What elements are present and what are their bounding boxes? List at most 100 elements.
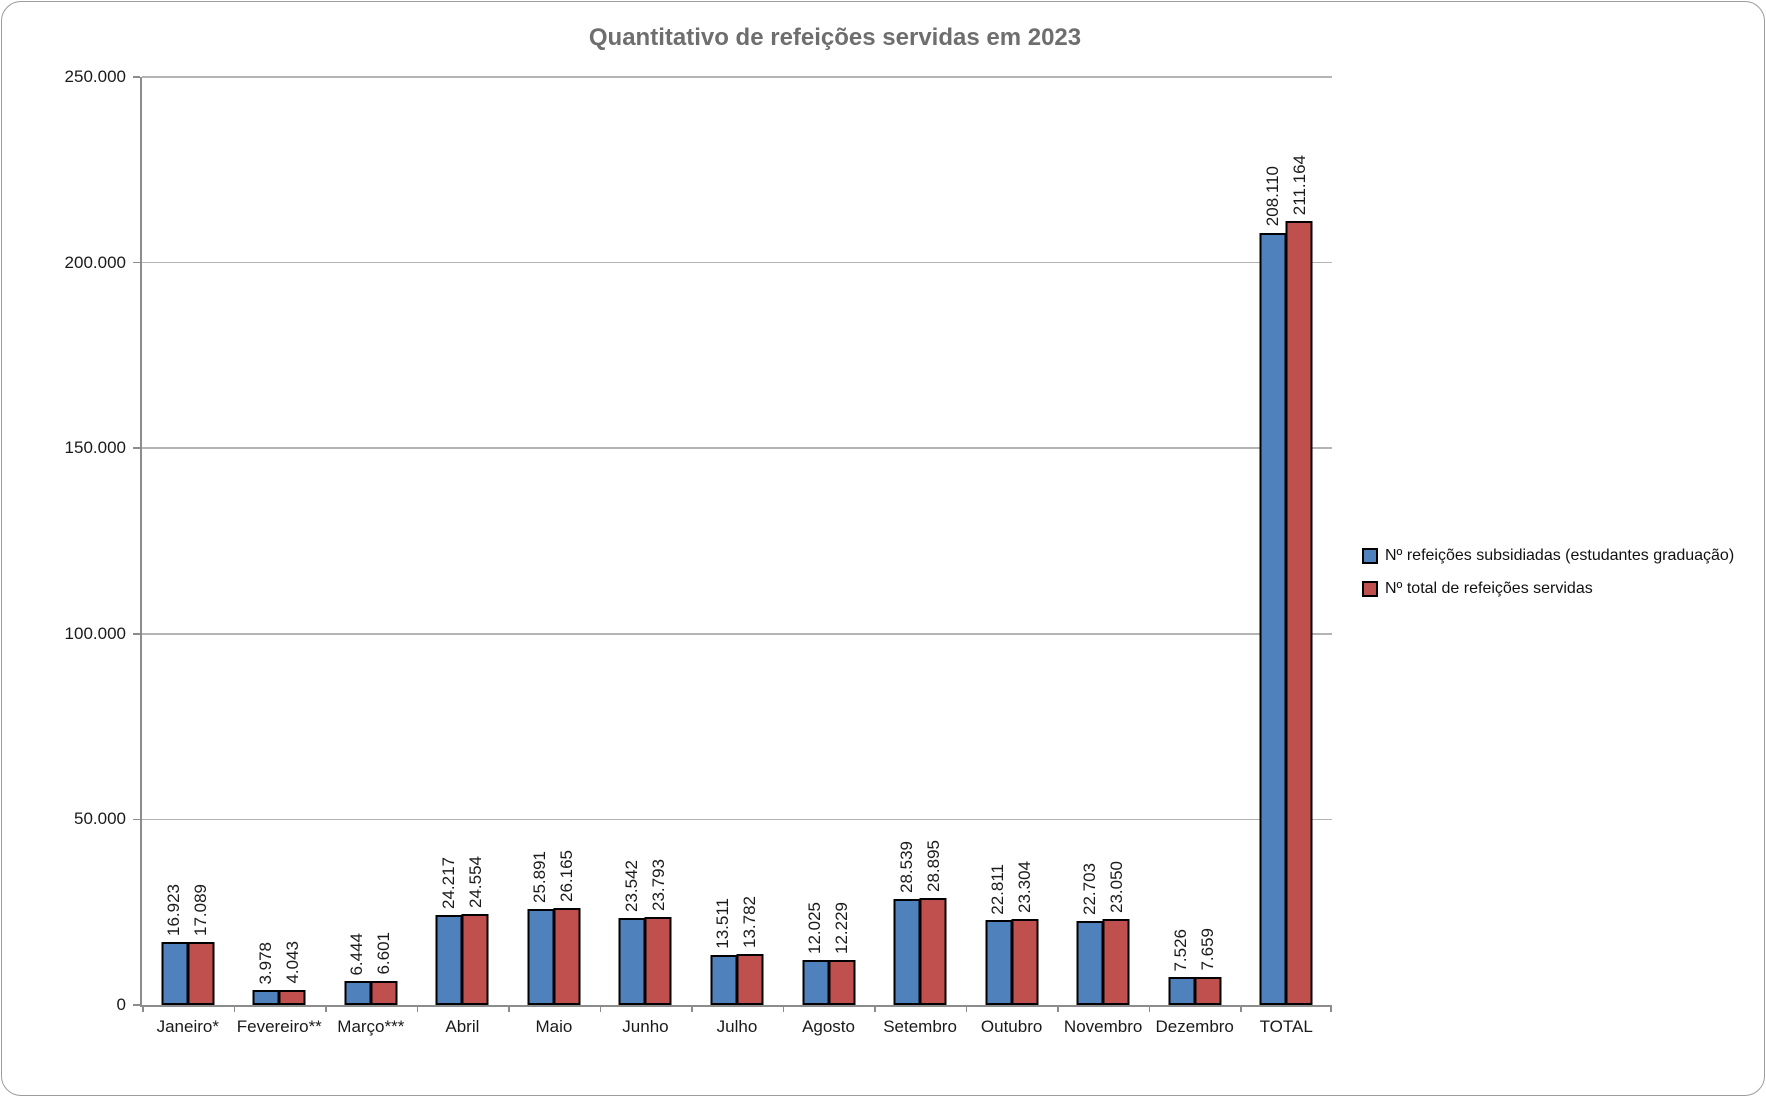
category-4: 24.217 24.554 Abril [416, 77, 509, 1036]
bar-value-label: 23.542 [621, 859, 641, 912]
bar-value-label: 7.659 [1198, 928, 1218, 971]
bar-value-label: 211.164 [1289, 154, 1309, 216]
bar-series1-total [1259, 232, 1287, 1005]
x-axis-tick [508, 1005, 510, 1012]
bar-series2-março [370, 980, 398, 1005]
x-axis-label: Agosto [802, 1017, 855, 1036]
x-axis-tick [782, 1005, 785, 1012]
bar-pair [985, 918, 1039, 1005]
category-13: 208.110 211.164 TOTAL [1240, 77, 1332, 1036]
bar-value-label: 28.539 [896, 841, 916, 894]
category-12: 7.526 7.659 Dezembro [1148, 77, 1241, 1036]
bar-series2-abril [461, 913, 489, 1005]
legend-item-total: Nº total de refeições servidas [1362, 580, 1734, 598]
bar-value-label: 3.978 [255, 941, 275, 985]
bar-series1-abril [435, 915, 463, 1005]
x-axis-label: Maio [535, 1017, 573, 1036]
x-axis-tick [1057, 1005, 1059, 1012]
x-axis-label: Março*** [337, 1017, 405, 1036]
bar-series2-setembro [919, 897, 947, 1005]
bar-pair [161, 941, 215, 1005]
bar-value-label: 17.089 [191, 883, 211, 936]
bar-series1-agosto [802, 960, 830, 1005]
x-axis-tick [142, 1005, 144, 1012]
bar-value-label: 13.511 [713, 898, 733, 949]
gridline [142, 76, 1332, 78]
x-axis-tick [1148, 1005, 1151, 1012]
x-axis-tick [965, 1005, 968, 1012]
legend-item-subsidiadas: Nº refeições subsidiadas (estudantes gra… [1362, 547, 1734, 565]
x-axis-label: Julho [716, 1017, 758, 1036]
y-axis-label: 250.000 [64, 67, 126, 86]
y-axis-tick [133, 818, 140, 821]
y-axis-label: 150.000 [64, 438, 126, 458]
x-axis-tick [599, 1005, 602, 1012]
bar-series2-agosto [828, 959, 856, 1005]
x-axis-tick [325, 1005, 327, 1012]
y-axis-label: 0 [116, 995, 126, 1014]
plot-area: 16.923 17.089 Janeiro* 3.978 4.043 Fevereiro*… [140, 76, 1332, 1036]
bar-series2-outubro [1011, 918, 1039, 1005]
y-axis-label: 100.000 [64, 623, 126, 643]
legend-swatch-blue-icon [1362, 548, 1378, 564]
x-axis-tick [233, 1005, 236, 1012]
bar-pair [1076, 919, 1130, 1005]
bar-value-label: 208.110 [1262, 166, 1282, 227]
category-6: 23.542 23.793 Junho [599, 77, 692, 1036]
x-axis-label: Novembro [1063, 1017, 1143, 1036]
bar-series1-janeiro [161, 942, 189, 1005]
category-8: 12.025 12.229 Agosto [782, 77, 875, 1036]
bar-series2-fevereiro [278, 990, 306, 1005]
bar-pair [802, 959, 856, 1005]
category-3: 6.444 6.601 Março*** [325, 77, 417, 1036]
bar-series1-junho [618, 917, 646, 1005]
bar-series2-dezembro [1194, 976, 1222, 1005]
bar-pair [527, 907, 581, 1005]
category-10: 22.811 23.304 Outubro [965, 77, 1058, 1036]
x-axis-label: Outubro [980, 1017, 1043, 1036]
x-axis-tick [874, 1005, 876, 1012]
bar-value-label: 23.050 [1106, 861, 1126, 914]
bar-pair [252, 990, 306, 1005]
bar-series2-junho [644, 916, 672, 1005]
gridline [142, 447, 1332, 449]
bar-value-label: 26.165 [557, 849, 577, 902]
x-axis-label: Janeiro* [156, 1017, 219, 1036]
x-axis-label: Setembro [883, 1017, 957, 1036]
category-5: 25.891 26.165 Maio [508, 77, 600, 1036]
bar-series2-novembro [1102, 919, 1130, 1005]
bar-value-label: 7.526 [1171, 928, 1191, 972]
category-11: 22.703 23.050 Novembro [1057, 77, 1149, 1036]
legend-label-total: Nº total de refeições servidas [1385, 580, 1593, 597]
bar-value-label: 28.895 [923, 839, 943, 892]
bar-value-label: 16.923 [164, 884, 184, 937]
bar-series1-julho [710, 954, 738, 1005]
x-axis-tick [1330, 1005, 1332, 1012]
bar-pair [710, 953, 764, 1005]
category-2: 3.978 4.043 Fevereiro** [233, 77, 326, 1036]
bar-value-label: 23.304 [1015, 860, 1035, 913]
y-axis-tick [133, 633, 140, 635]
bar-value-label: 12.229 [832, 901, 852, 954]
y-axis-label: 200.000 [64, 252, 126, 272]
category-7: 13.511 13.782 Julho [691, 77, 783, 1036]
x-axis-tick [1240, 1005, 1242, 1012]
y-axis-tick [133, 261, 140, 264]
bar-series2-maio [553, 907, 581, 1005]
x-axis-label: Dezembro [1155, 1017, 1234, 1036]
bar-value-label: 25.891 [530, 850, 550, 903]
y-axis-tick [133, 76, 140, 78]
legend-swatch-red-icon [1362, 581, 1378, 597]
gridline [142, 818, 1332, 821]
bar-series1-fevereiro [252, 990, 280, 1005]
bar-value-label: 13.782 [740, 895, 760, 948]
bar-series1-outubro [985, 920, 1013, 1005]
bar-value-label: 22.811 [988, 863, 1008, 915]
bar-pair [435, 913, 489, 1005]
x-axis-label: Fevereiro** [236, 1017, 322, 1036]
bar-value-label: 22.703 [1079, 862, 1099, 915]
bar-value-label: 6.444 [347, 932, 367, 976]
bar-pair [344, 980, 398, 1005]
x-axis-tick [416, 1005, 419, 1012]
